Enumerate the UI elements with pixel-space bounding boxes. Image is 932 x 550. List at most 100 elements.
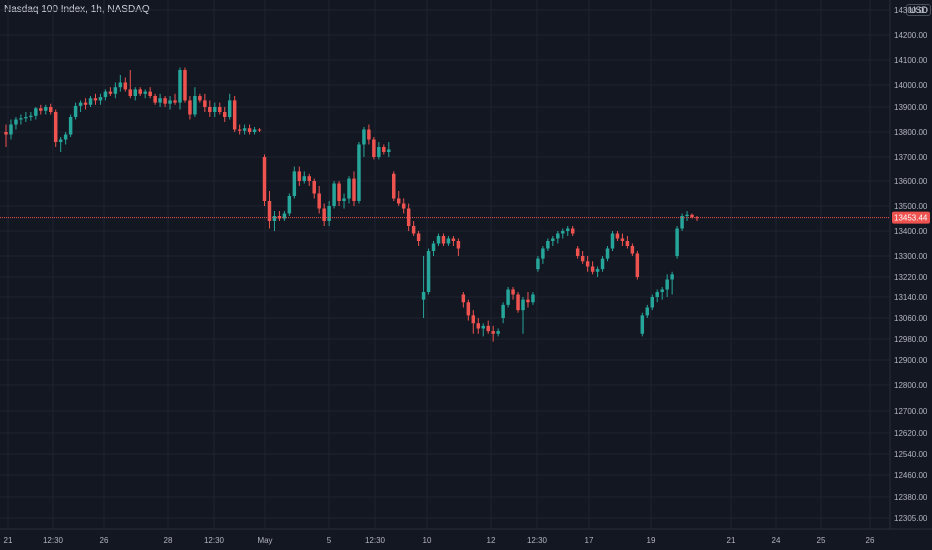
candle-body bbox=[302, 176, 307, 181]
candle bbox=[476, 318, 481, 334]
candle-body bbox=[282, 213, 287, 219]
candle-body bbox=[650, 297, 654, 308]
candle bbox=[262, 154, 267, 206]
candle bbox=[411, 221, 416, 236]
x-tick-label: 19 bbox=[647, 536, 656, 545]
candle bbox=[29, 112, 33, 121]
price-axis[interactable]: 14300.00 14200.00 14100.00 14000.00 13900.00… bbox=[894, 6, 928, 523]
candle bbox=[605, 246, 610, 262]
candle bbox=[68, 114, 73, 137]
candle-body bbox=[19, 118, 23, 120]
currency-button[interactable]: USD bbox=[906, 4, 932, 16]
candle bbox=[635, 251, 640, 280]
candle bbox=[456, 238, 461, 256]
candle bbox=[680, 213, 684, 231]
candle bbox=[178, 67, 182, 110]
candle bbox=[272, 211, 277, 231]
candle bbox=[237, 124, 242, 135]
y-tick-label: 13140.00 bbox=[894, 293, 928, 302]
candle-body bbox=[24, 117, 28, 119]
candle-body bbox=[531, 294, 535, 303]
candle-body bbox=[536, 258, 540, 270]
time-axis[interactable]: 21 12:30 26 28 12:30 May 5 12:30 10 12 12:30 17 19 21… bbox=[4, 536, 875, 545]
candle-body bbox=[421, 292, 426, 300]
candle-body bbox=[93, 98, 98, 101]
y-tick-label: 13220.00 bbox=[894, 273, 928, 282]
candle bbox=[546, 238, 550, 251]
candle-body bbox=[541, 248, 545, 259]
candle bbox=[556, 231, 560, 244]
candle bbox=[213, 102, 217, 117]
candle-body bbox=[267, 201, 272, 221]
candle-body bbox=[675, 228, 679, 256]
candle bbox=[382, 144, 386, 155]
candle bbox=[9, 119, 13, 140]
candle-body bbox=[521, 299, 525, 311]
candle bbox=[516, 292, 520, 313]
x-tick-label: 24 bbox=[772, 536, 781, 545]
candle bbox=[396, 191, 401, 206]
candle-body bbox=[491, 331, 495, 334]
candle-body bbox=[312, 181, 316, 194]
x-tick-label: 10 bbox=[423, 536, 432, 545]
candle-body bbox=[566, 228, 570, 231]
candle-body bbox=[481, 325, 485, 329]
candle-body bbox=[610, 233, 615, 249]
y-tick-label: 14100.00 bbox=[894, 56, 928, 65]
candle-body bbox=[580, 256, 585, 262]
candle bbox=[317, 186, 321, 214]
candle bbox=[610, 231, 615, 251]
candle-body bbox=[516, 294, 520, 311]
candle bbox=[466, 299, 471, 321]
candle-body bbox=[382, 147, 386, 152]
candle bbox=[118, 75, 123, 92]
candle bbox=[566, 226, 570, 236]
candles bbox=[4, 67, 699, 342]
candle-body bbox=[372, 139, 376, 157]
x-tick-label: 5 bbox=[327, 536, 332, 545]
candle bbox=[168, 96, 172, 110]
candle-body bbox=[148, 91, 152, 96]
candle-body bbox=[645, 307, 650, 316]
candle bbox=[327, 201, 331, 226]
x-tick-label: 26 bbox=[100, 536, 109, 545]
candle-body bbox=[387, 149, 391, 152]
candle bbox=[148, 87, 152, 99]
y-tick-label: 12900.00 bbox=[894, 356, 928, 365]
candle-body bbox=[585, 261, 590, 267]
x-tick-label: 28 bbox=[164, 536, 173, 545]
candle-body bbox=[332, 183, 336, 206]
candle-body bbox=[546, 241, 550, 249]
candle bbox=[53, 109, 58, 147]
candle bbox=[93, 93, 98, 105]
candle-body bbox=[526, 299, 530, 303]
candle bbox=[138, 87, 142, 96]
y-tick-label: 14200.00 bbox=[894, 31, 928, 40]
candle-body bbox=[29, 115, 33, 117]
candle-body bbox=[570, 228, 575, 234]
candle-body bbox=[486, 325, 490, 332]
candle bbox=[332, 181, 336, 209]
candle-body bbox=[660, 289, 664, 292]
candle-body bbox=[685, 214, 689, 216]
candle bbox=[521, 297, 525, 334]
candle-body bbox=[232, 100, 237, 130]
candle bbox=[73, 102, 78, 120]
candle-body bbox=[392, 173, 396, 199]
candle bbox=[133, 87, 137, 101]
candle bbox=[675, 226, 679, 259]
candle-body bbox=[277, 216, 282, 219]
candle bbox=[198, 93, 202, 103]
candle-body bbox=[476, 323, 481, 329]
x-tick-label: 12:30 bbox=[527, 536, 548, 545]
candle bbox=[103, 89, 108, 101]
candle bbox=[570, 226, 575, 236]
candle-body bbox=[39, 108, 43, 111]
candle bbox=[367, 124, 371, 145]
candle-body bbox=[188, 100, 192, 115]
candle-body bbox=[68, 117, 73, 135]
candle bbox=[630, 243, 635, 256]
candle-body bbox=[198, 96, 202, 101]
x-tick-label: 12:30 bbox=[204, 536, 225, 545]
